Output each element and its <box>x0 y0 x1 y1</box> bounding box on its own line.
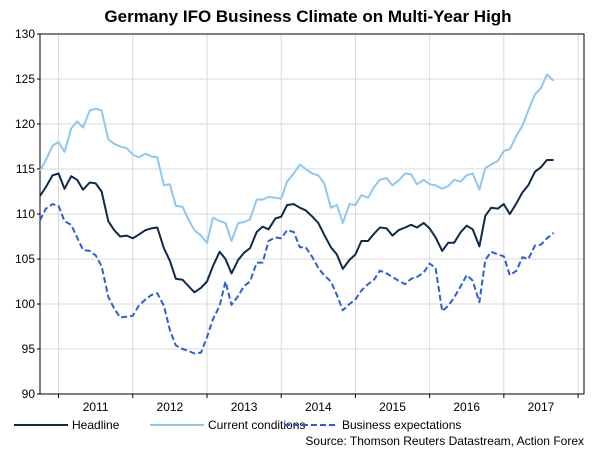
series-line-headline <box>39 159 554 294</box>
series-line-current-conditions <box>39 73 555 244</box>
y-tick-label-125: 125 <box>15 72 35 86</box>
y-tick-label-110: 110 <box>16 207 35 221</box>
y-tick-label-115: 115 <box>16 162 35 176</box>
x-tick-label-2015: 2015 <box>379 400 406 414</box>
legend: Headline Current conditions Business exp… <box>14 418 461 432</box>
y-tick-label-130: 130 <box>15 27 35 41</box>
x-axis-ticks: 2011 2012 2013 2014 2015 2016 2017 <box>58 394 579 414</box>
source-note: Source: Thomson Reuters Datastream, Acti… <box>305 434 584 448</box>
legend-label-business-expectations: Business expectations <box>342 418 461 432</box>
legend-label-headline: Headline <box>72 418 120 432</box>
series-line-business-expectations <box>39 203 555 355</box>
series-lines <box>39 73 555 355</box>
x-tick-label-2013: 2013 <box>231 400 258 414</box>
y-tick-label-105: 105 <box>15 252 35 266</box>
y-tick-label-120: 120 <box>15 117 35 131</box>
x-tick-label-2012: 2012 <box>157 400 184 414</box>
legend-label-current-conditions: Current conditions <box>208 418 305 432</box>
gridlines <box>40 33 584 395</box>
x-tick-label-2017: 2017 <box>528 400 555 414</box>
x-tick-label-2016: 2016 <box>453 400 480 414</box>
y-tick-label-100: 100 <box>15 297 35 311</box>
x-tick-label-2011: 2011 <box>83 400 109 414</box>
y-axis-ticks: 90 95 100 105 110 115 120 125 130 <box>15 27 40 401</box>
y-tick-label-95: 95 <box>22 342 36 356</box>
y-tick-label-90: 90 <box>22 387 36 401</box>
chart-title: Germany IFO Business Climate on Multi-Ye… <box>104 7 511 26</box>
x-tick-label-2014: 2014 <box>305 400 332 414</box>
